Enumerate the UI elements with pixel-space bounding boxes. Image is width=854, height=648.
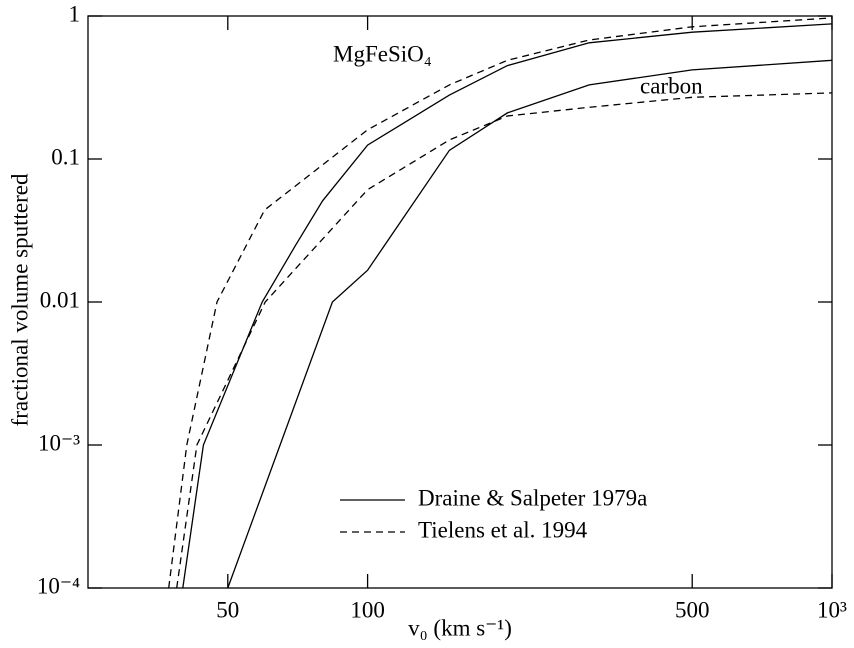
y-tick-label: 10⁻³: [38, 430, 80, 455]
y-tick-label: 1: [69, 1, 81, 26]
x-axis-label: v₀ (km s⁻¹): [408, 615, 512, 640]
series-line: [168, 17, 833, 589]
legend-label: Tielens et al. 1994: [418, 517, 588, 542]
y-tick-label: 0.01: [40, 287, 80, 312]
legend-label: Draine & Salpeter 1979a: [418, 485, 647, 510]
annotation: carbon: [640, 73, 703, 98]
x-tick-label: 50: [216, 597, 239, 622]
y-tick-label: 10⁻⁴: [37, 573, 80, 598]
series-line: [227, 59, 833, 589]
annotation: MgFeSiO₄: [333, 41, 432, 66]
y-tick-label: 0.1: [51, 144, 80, 169]
series-line: [176, 92, 833, 589]
x-tick-label: 10³: [817, 597, 847, 622]
y-axis-label: fractional volume sputtered: [7, 173, 32, 426]
series-line: [182, 23, 833, 589]
x-tick-label: 500: [675, 597, 710, 622]
x-tick-label: 100: [350, 597, 385, 622]
